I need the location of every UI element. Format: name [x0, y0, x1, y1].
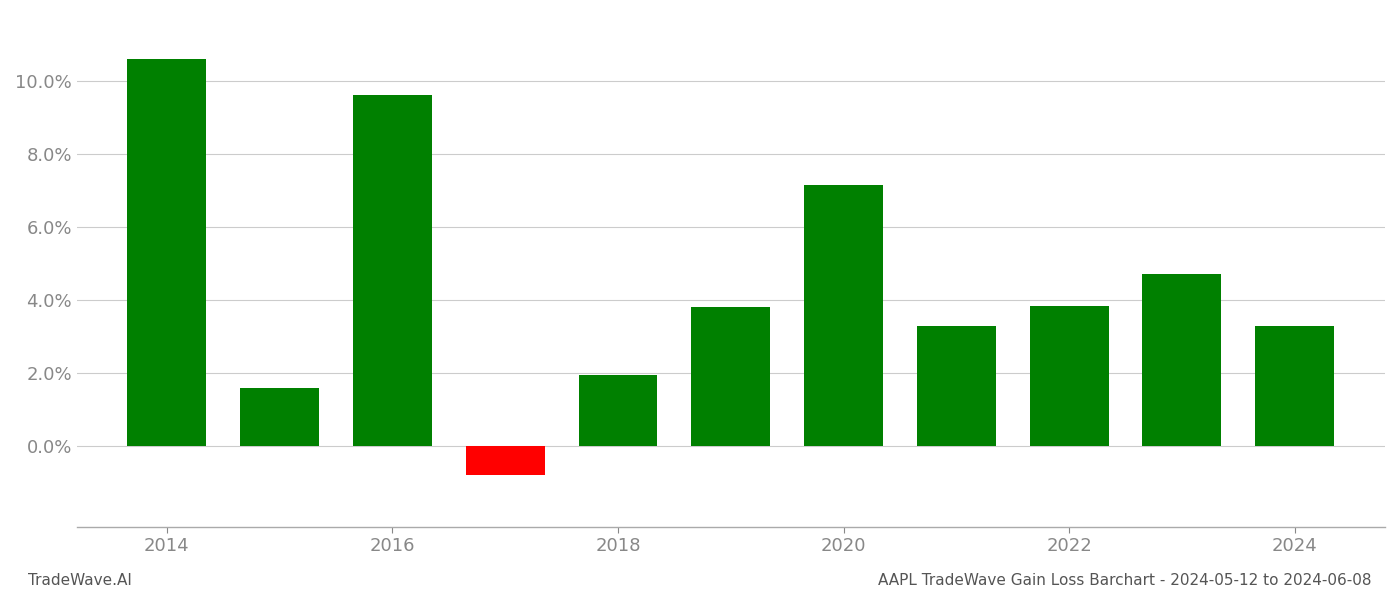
Text: TradeWave.AI: TradeWave.AI — [28, 573, 132, 588]
Bar — [804, 185, 883, 446]
Bar — [1256, 326, 1334, 446]
Bar — [692, 307, 770, 446]
Bar — [241, 388, 319, 446]
Text: AAPL TradeWave Gain Loss Barchart - 2024-05-12 to 2024-06-08: AAPL TradeWave Gain Loss Barchart - 2024… — [879, 573, 1372, 588]
Bar — [466, 446, 545, 475]
Bar — [353, 95, 433, 446]
Bar — [1030, 305, 1109, 446]
Bar — [1142, 274, 1221, 446]
Bar — [917, 326, 995, 446]
Bar — [578, 375, 658, 446]
Bar — [127, 59, 206, 446]
